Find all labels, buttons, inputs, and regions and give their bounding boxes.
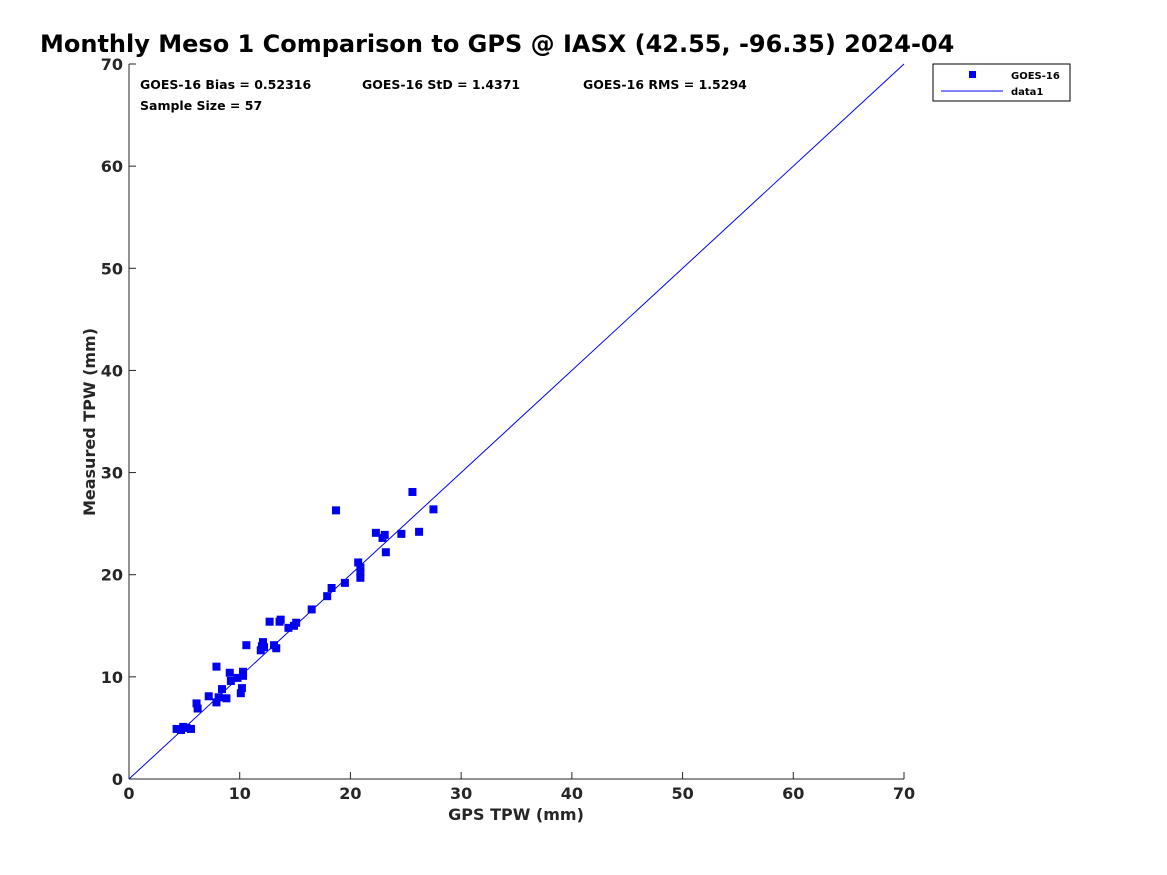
y-tick-label: 20 [101,566,123,585]
data-point [204,692,213,701]
legend-label-data1: data1 [1011,87,1043,98]
y-axis-label: Measured TPW (mm) [80,328,99,516]
data-point [236,689,245,698]
data-point [182,723,191,732]
data-point [397,529,406,538]
data-point [354,558,363,567]
data-point [380,530,389,539]
data-point [307,605,316,614]
x-tick-label: 30 [450,784,472,803]
data-point [340,578,349,587]
y-tick-label: 70 [101,55,123,74]
data-point [292,618,301,627]
y-tick-label: 30 [101,464,123,483]
legend-box [932,63,1071,102]
y-tick-label: 50 [101,259,123,278]
data-point [172,724,181,733]
data-point [222,694,231,703]
x-tick-label: 50 [671,784,693,803]
data-point [218,685,226,694]
stat-std: GOES-16 StD = 1.4371 [362,77,520,92]
stat-sample-size: Sample Size = 57 [140,98,262,113]
x-tick-label: 40 [561,784,583,803]
data-point [225,668,234,677]
data-point [239,671,248,680]
data-point [272,644,281,653]
data-point [284,623,293,632]
data-point [214,693,223,702]
x-axis-label: GPS TPW (mm) [448,805,584,824]
x-tick-label: 60 [782,784,804,803]
y-tick-label: 40 [101,361,123,380]
reference-line-data1 [128,63,905,780]
data-point [415,527,424,536]
data-point [356,568,365,577]
data-point [187,724,195,733]
y-tick-label: 0 [112,770,123,789]
chart-title: Monthly Meso 1 Comparison to GPS @ IASX … [40,30,954,58]
y-tick-label: 60 [101,157,123,176]
data-point [212,698,221,707]
data-point [239,667,248,676]
data-point [332,506,341,515]
stat-bias: GOES-16 Bias = 0.52316 [140,77,311,92]
data-point [226,676,235,685]
data-point [192,699,201,708]
data-point [408,487,417,496]
legend-label-goes16: GOES-16 [1011,71,1060,82]
data-point [233,673,242,682]
data-point [429,505,438,514]
data-point [356,563,365,572]
x-tick-label: 20 [339,784,361,803]
x-tick-label: 70 [893,784,915,803]
data-point [356,573,365,582]
data-point [265,617,274,626]
data-point [327,583,336,592]
x-tick-label: 0 [123,784,134,803]
data-point [242,641,251,650]
data-point [237,684,246,693]
data-point [258,638,267,647]
data-point [381,548,390,557]
data-point [276,615,285,624]
data-point [260,643,269,652]
y-tick-label: 10 [101,668,123,687]
data-point [212,662,221,671]
stat-rms: GOES-16 RMS = 1.5294 [583,77,747,92]
legend: GOES-16 data1 [932,63,1071,102]
plot-area: 0 10 20 30 40 50 60 70 0 10 20 30 40 50 60 70 [101,55,915,803]
x-tick-label: 10 [229,784,251,803]
legend-marker-goes16 [969,71,976,78]
data-point [193,704,202,713]
data-point [371,528,380,537]
